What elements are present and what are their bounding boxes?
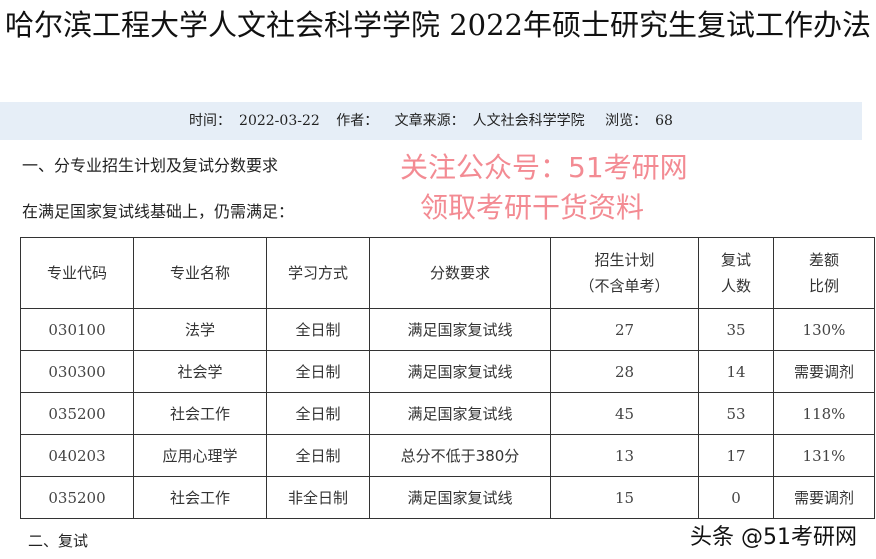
table-cell: 0 bbox=[698, 476, 774, 519]
author-label: 作者： bbox=[336, 113, 379, 129]
table-cell: 总分不低于380分 bbox=[369, 434, 551, 477]
section-heading-2: 二、复试 bbox=[28, 532, 89, 550]
time-label: 时间： 2022-03-22 bbox=[189, 113, 320, 129]
table-cell: 全日制 bbox=[266, 392, 370, 435]
table-cell: 应用心理学 bbox=[133, 434, 267, 477]
header-score: 分数要求 bbox=[369, 237, 551, 309]
table-cell: 035200 bbox=[20, 476, 134, 519]
table-cell: 28 bbox=[550, 350, 699, 393]
header-ratio: 差额比例 bbox=[773, 237, 875, 309]
table-header: 专业代码 专业名称 学习方式 分数要求 招生计划 （不含单考） 复试人数 差额比例 bbox=[20, 237, 875, 309]
table-cell: 035200 bbox=[20, 392, 134, 435]
table-cell: 社会工作 bbox=[133, 392, 267, 435]
header-name: 专业名称 bbox=[133, 237, 267, 309]
table-cell: 131% bbox=[773, 434, 875, 477]
table-cell: 非全日制 bbox=[266, 476, 370, 519]
table-cell: 需要调剂 bbox=[773, 476, 875, 519]
table-row: 030100 法学 全日制 满足国家复试线 27 35 130% bbox=[20, 308, 875, 351]
table-cell: 社会工作 bbox=[133, 476, 267, 519]
table-row: 035200 社会工作 全日制 满足国家复试线 45 53 118% bbox=[20, 392, 875, 435]
table-cell: 130% bbox=[773, 308, 875, 351]
brand-watermark: 头条 @51考研网 bbox=[690, 525, 857, 550]
views: 浏览： 68 bbox=[605, 113, 673, 129]
table-cell: 13 bbox=[550, 434, 699, 477]
watermark: 关注公众号：51考研网 领取考研干货资料 bbox=[400, 151, 688, 224]
table-cell: 53 bbox=[698, 392, 774, 435]
table-row: 035200 社会工作 非全日制 满足国家复试线 15 0 需要调剂 bbox=[20, 476, 875, 519]
table-cell: 法学 bbox=[133, 308, 267, 351]
table-cell: 需要调剂 bbox=[773, 350, 875, 393]
table-cell: 14 bbox=[698, 350, 774, 393]
intro-text: 在满足国家复试线基础上，仍需满足： bbox=[22, 202, 295, 221]
header-code: 专业代码 bbox=[20, 237, 134, 309]
article-meta: 时间： 2022-03-22 作者： 文章来源： 人文社会科学学院 浏览： 68 bbox=[0, 102, 862, 140]
table-cell: 全日制 bbox=[266, 308, 370, 351]
table-cell: 全日制 bbox=[266, 434, 370, 477]
header-count: 复试人数 bbox=[698, 237, 774, 309]
table-cell: 27 bbox=[550, 308, 699, 351]
source: 文章来源： 人文社会科学学院 bbox=[394, 113, 585, 129]
header-plan: 招生计划 （不含单考） bbox=[550, 237, 699, 309]
article-title: 哈尔滨工程大学人文社会科学学院 2022年硕士研究生复试工作办法 bbox=[4, 8, 872, 42]
table-row: 030300 社会学 全日制 满足国家复试线 28 14 需要调剂 bbox=[20, 350, 875, 393]
admission-table: 专业代码 专业名称 学习方式 分数要求 招生计划 （不含单考） 复试人数 差额比例… bbox=[20, 237, 875, 519]
table-cell: 040203 bbox=[20, 434, 134, 477]
table-cell: 118% bbox=[773, 392, 875, 435]
table-cell: 17 bbox=[698, 434, 774, 477]
section-heading: 一、分专业招生计划及复试分数要求 bbox=[22, 156, 279, 175]
header-mode: 学习方式 bbox=[266, 237, 370, 309]
table-cell: 全日制 bbox=[266, 350, 370, 393]
table-cell: 030300 bbox=[20, 350, 134, 393]
table-cell: 满足国家复试线 bbox=[369, 392, 551, 435]
table-cell: 满足国家复试线 bbox=[369, 308, 551, 351]
table-cell: 15 bbox=[550, 476, 699, 519]
table-cell: 满足国家复试线 bbox=[369, 476, 551, 519]
table-cell: 030100 bbox=[20, 308, 134, 351]
table-cell: 满足国家复试线 bbox=[369, 350, 551, 393]
table-cell: 社会学 bbox=[133, 350, 267, 393]
table-cell: 45 bbox=[550, 392, 699, 435]
table-row: 040203 应用心理学 全日制 总分不低于380分 13 17 131% bbox=[20, 434, 875, 477]
table-cell: 35 bbox=[698, 308, 774, 351]
